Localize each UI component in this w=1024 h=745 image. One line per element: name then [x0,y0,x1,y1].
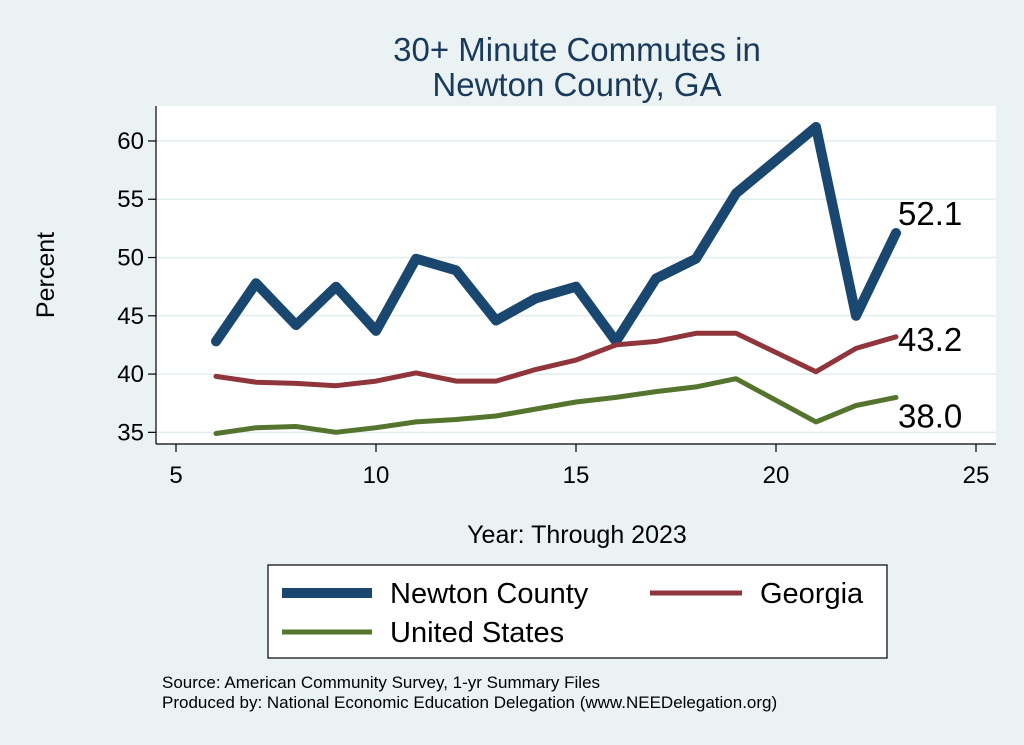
series-line-georgia [213,330,899,389]
x-ticks: 5 10 15 20 25 [169,444,989,489]
y-axis-label: Percent [32,232,60,318]
y-tick-label-40: 40 [117,361,144,388]
plot-area [156,106,996,444]
chart-title-line-1: 30+ Minute Commutes in [393,31,761,68]
chart-title-line-2: Newton County, GA [432,66,721,103]
series-line-newton-county [211,122,901,347]
series [211,122,901,436]
end-label-united-states: 38.0 [898,397,962,434]
y-tick-label-35: 35 [117,419,144,446]
x-tick-label-10: 10 [363,462,390,489]
x-tick-label-25: 25 [963,462,990,489]
source-note: Source: American Community Survey, 1-yr … [162,673,600,692]
legend-box [267,564,888,659]
legend-label-georgia: Georgia [760,578,864,610]
end-label-newton-county: 52.1 [898,195,962,232]
x-axis-label: Year: Through 2023 [467,521,687,549]
y-tick-label-60: 60 [117,128,144,155]
end-label-georgia: 43.2 [898,321,962,358]
y-tick-label-50: 50 [117,245,144,272]
legend-label-united-states: United States [390,617,564,649]
end-labels: 52.1 43.2 38.0 [898,195,962,434]
y-tick-label-55: 55 [117,186,144,213]
y-ticks: 35 40 45 50 55 60 [117,128,156,446]
y-tick-label-45: 45 [117,303,144,330]
legend-label-newton-county: Newton County [390,578,589,610]
x-tick-label-15: 15 [563,462,590,489]
produced-by-note: Produced by: National Economic Education… [162,693,777,712]
x-tick-label-5: 5 [169,462,182,489]
series-line-united-states [213,376,899,436]
gridlines [156,140,996,434]
legend: Newton County Georgia United States [267,564,888,659]
x-tick-label-20: 20 [763,462,790,489]
